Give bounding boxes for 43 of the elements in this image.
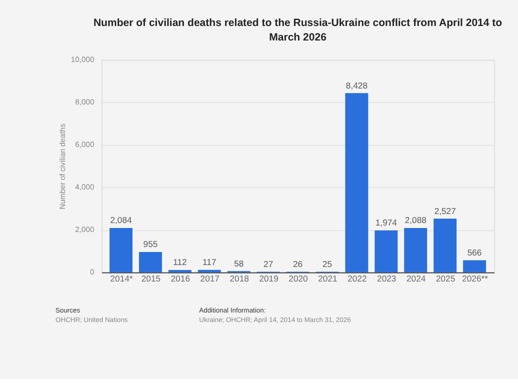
y-tick-label: 6,000 xyxy=(75,140,94,150)
bar xyxy=(168,270,192,272)
x-tick-label: 2017 xyxy=(200,273,220,284)
data-label: 8,428 xyxy=(346,80,368,90)
x-tick-label: 2023 xyxy=(377,273,396,284)
x-tick-label: 2020 xyxy=(288,273,308,284)
data-label: 1,974 xyxy=(375,218,398,228)
data-label: 25 xyxy=(322,259,332,270)
data-label: 117 xyxy=(202,257,216,268)
bar xyxy=(463,260,486,272)
x-tick-label: 2025 xyxy=(436,273,456,284)
bar xyxy=(138,252,162,272)
x-tick-label: 2021 xyxy=(318,273,338,284)
data-label: 27 xyxy=(264,258,274,269)
chart-title: Number of civilian deaths related to the Russia-Ukraine conflict from April 2014 to March 2026 xyxy=(93,17,503,44)
x-tick-label: 2016 xyxy=(170,273,190,284)
bar xyxy=(345,93,368,272)
x-tick-label: 2024 xyxy=(406,273,426,284)
bar xyxy=(374,230,398,272)
data-label: 112 xyxy=(173,257,188,268)
x-tick-label: 2018 xyxy=(230,273,250,284)
bar xyxy=(198,270,221,272)
x-tick-label: 2014* xyxy=(110,273,134,284)
y-tick-label: 4,000 xyxy=(75,182,94,192)
x-tick-label: 2019 xyxy=(259,273,279,284)
data-label: 2,088 xyxy=(404,215,427,226)
x-tick-label: 2026** xyxy=(462,273,489,284)
data-label: 2,527 xyxy=(434,206,456,216)
y-axis-title: Number of civilian deaths xyxy=(58,123,68,210)
x-tick-label: 2015 xyxy=(141,273,161,284)
y-tick-label: 8,000 xyxy=(75,98,94,107)
bar xyxy=(434,218,457,272)
data-label: 566 xyxy=(467,248,482,258)
y-tick-label: 2,000 xyxy=(75,225,94,234)
data-label: 26 xyxy=(292,258,303,269)
bar xyxy=(110,228,132,272)
y-tick-label: 0 xyxy=(90,268,94,277)
y-tick-label: 10,000 xyxy=(70,55,94,64)
data-label: 2,084 xyxy=(110,215,132,226)
data-label: 955 xyxy=(143,239,158,250)
x-tick-label: 2022 xyxy=(348,273,367,284)
data-label: 58 xyxy=(234,258,244,268)
bar xyxy=(404,228,428,272)
